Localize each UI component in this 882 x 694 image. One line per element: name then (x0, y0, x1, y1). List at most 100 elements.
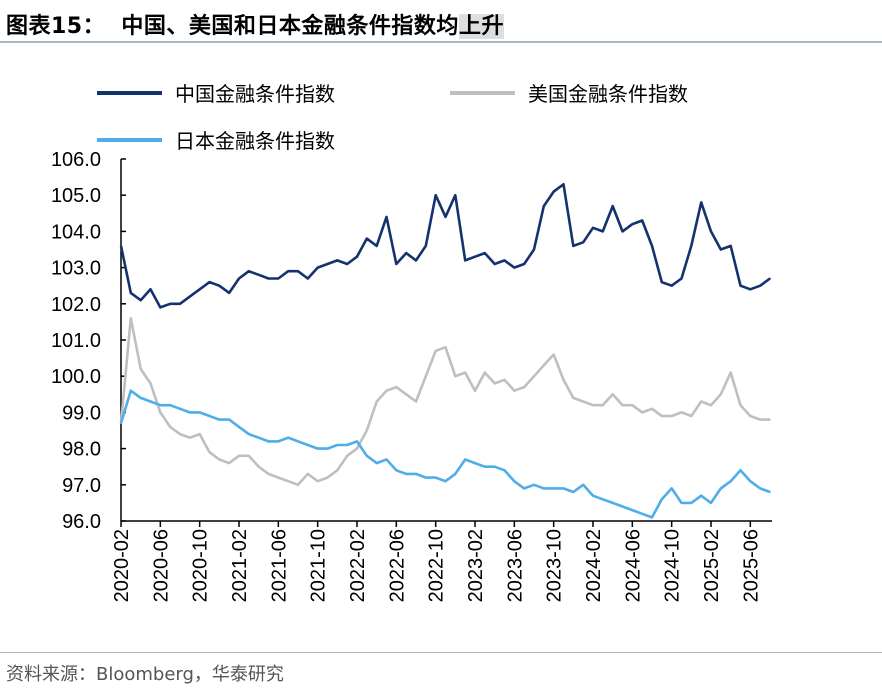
data-point-0 (228, 292, 230, 294)
data-point-0 (493, 263, 496, 265)
data-point-1 (739, 404, 742, 406)
x-tick-label: 2022-10 (426, 529, 448, 602)
data-point-0 (198, 288, 201, 291)
data-point-0 (297, 270, 299, 273)
data-point-1 (415, 400, 417, 403)
data-point-1 (493, 382, 496, 385)
data-point-2 (385, 458, 388, 461)
data-point-2 (611, 502, 614, 504)
data-point-0 (464, 259, 466, 262)
data-point-1 (248, 455, 250, 457)
title-divider (0, 41, 882, 43)
data-point-0 (720, 248, 722, 251)
data-point-2 (434, 476, 437, 479)
data-point-1 (611, 393, 614, 396)
data-point-2 (218, 418, 221, 421)
data-point-0 (159, 306, 162, 309)
x-tick-label: 2021-06 (268, 529, 290, 602)
data-point-1 (375, 400, 378, 403)
data-point-2 (366, 455, 368, 457)
data-point-1 (533, 375, 535, 378)
series-line-1 (119, 316, 770, 487)
data-point-1 (208, 451, 211, 454)
data-point-2 (729, 480, 732, 482)
legend-label-0: 中国金融条件指数 (175, 82, 335, 106)
data-point-2 (208, 415, 211, 417)
data-point-1 (287, 480, 289, 482)
data-point-0 (316, 266, 319, 269)
data-point-2 (661, 498, 663, 501)
data-point-1 (179, 433, 181, 435)
data-point-1 (189, 436, 191, 439)
data-point-2 (739, 469, 742, 472)
data-point-2 (238, 426, 240, 428)
data-point-1 (228, 462, 230, 464)
data-point-1 (680, 411, 683, 414)
x-tick-label: 2021-02 (229, 529, 251, 602)
data-point-2 (248, 433, 250, 435)
data-point-2 (700, 494, 702, 497)
data-point-0 (582, 241, 584, 244)
data-point-0 (218, 284, 221, 287)
data-point-1 (198, 433, 201, 435)
y-tick-label: 100.0 (51, 366, 101, 388)
data-point-0 (641, 219, 643, 222)
data-point-0 (739, 284, 742, 287)
data-point-1 (297, 484, 299, 486)
data-point-0 (729, 245, 732, 247)
data-point-1 (690, 415, 693, 417)
y-tick-label: 99.0 (62, 402, 101, 424)
x-tick-label: 2022-06 (386, 529, 408, 602)
y-tick-label: 104.0 (51, 221, 101, 243)
data-point-2 (326, 447, 329, 450)
data-point-1 (238, 455, 240, 457)
data-point-1 (562, 379, 565, 381)
data-point-1 (444, 346, 447, 349)
data-point-2 (759, 487, 761, 490)
data-point-0 (267, 277, 270, 280)
y-tick-label: 98.0 (62, 439, 101, 461)
data-point-1 (434, 350, 437, 352)
data-point-1 (346, 455, 348, 457)
data-point-1 (759, 418, 761, 421)
data-point-2 (680, 502, 683, 504)
x-tick-label: 2023-02 (465, 529, 487, 602)
data-point-2 (444, 480, 447, 482)
data-point-2 (307, 444, 309, 446)
data-point-0 (277, 277, 280, 280)
data-point-0 (425, 245, 427, 247)
data-point-0 (326, 263, 329, 265)
data-point-2 (651, 516, 653, 519)
x-tick-label: 2023-10 (544, 529, 566, 602)
data-point-0 (533, 248, 535, 251)
data-point-1 (700, 400, 702, 403)
source-note: 资料来源：Bloomberg，华泰研究 (6, 664, 284, 685)
data-point-2 (592, 494, 594, 497)
data-point-1 (149, 382, 152, 385)
y-tick-label: 103.0 (51, 258, 101, 280)
data-point-1 (356, 447, 358, 450)
data-point-0 (602, 230, 604, 233)
y-tick-label: 102.0 (51, 294, 101, 316)
y-tick-label: 105.0 (51, 185, 101, 207)
data-point-0 (130, 292, 132, 294)
data-point-2 (503, 469, 506, 472)
data-point-2 (139, 397, 142, 399)
data-point-1 (159, 411, 162, 414)
data-point-2 (297, 440, 299, 443)
data-point-1 (592, 404, 594, 406)
data-point-0 (179, 303, 181, 305)
x-tick-label: 2021-10 (308, 529, 330, 602)
data-point-1 (582, 400, 584, 403)
data-point-1 (710, 404, 712, 406)
data-point-0 (444, 216, 447, 218)
data-point-0 (690, 245, 693, 247)
data-point-0 (415, 259, 417, 262)
data-point-1 (218, 458, 221, 461)
data-point-2 (562, 487, 565, 490)
data-point-0 (552, 190, 555, 193)
data-point-1 (602, 404, 604, 406)
data-point-2 (631, 509, 634, 511)
data-point-0 (257, 274, 260, 276)
series-line-0 (119, 183, 771, 309)
